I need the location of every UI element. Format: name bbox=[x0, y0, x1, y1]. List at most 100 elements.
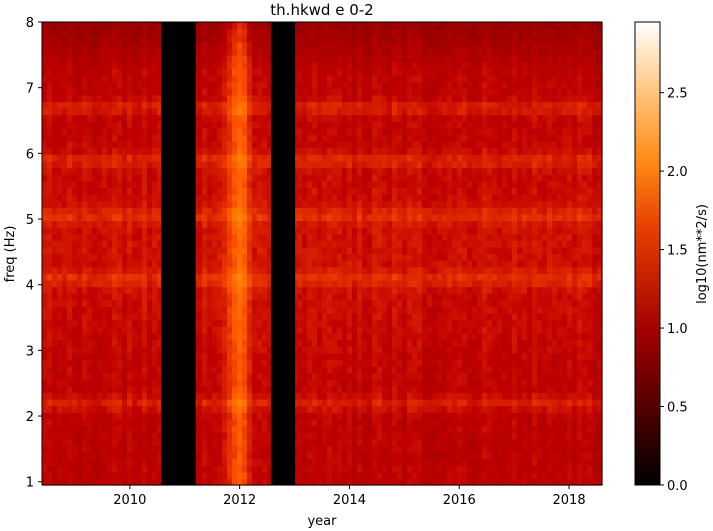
heatmap-cell bbox=[207, 412, 213, 420]
heatmap-cell bbox=[347, 286, 353, 294]
heatmap-cell bbox=[317, 266, 323, 274]
heatmap-cell bbox=[117, 101, 123, 109]
heatmap-cell bbox=[202, 240, 208, 248]
heatmap-cell bbox=[207, 260, 213, 268]
heatmap-cell bbox=[372, 438, 378, 446]
heatmap-cell bbox=[252, 107, 258, 116]
heatmap-cell bbox=[322, 114, 328, 122]
heatmap-cell bbox=[297, 359, 303, 367]
heatmap-cell bbox=[342, 372, 348, 380]
heatmap-cell bbox=[227, 266, 233, 274]
heatmap-cell bbox=[72, 55, 78, 63]
heatmap-cell bbox=[297, 346, 303, 354]
heatmap-cell bbox=[112, 279, 118, 288]
heatmap-cell bbox=[312, 167, 318, 175]
heatmap-cell bbox=[337, 180, 343, 188]
heatmap-cell bbox=[257, 41, 263, 50]
heatmap-cell bbox=[367, 160, 373, 169]
heatmap-cell bbox=[52, 174, 58, 182]
heatmap-cell bbox=[207, 88, 213, 96]
heatmap-cell bbox=[152, 193, 158, 202]
heatmap-cell bbox=[57, 207, 63, 215]
heatmap-cell bbox=[232, 359, 238, 367]
heatmap-cell bbox=[207, 471, 213, 479]
heatmap-cell bbox=[127, 299, 133, 308]
heatmap-cell bbox=[302, 399, 308, 407]
heatmap-cell bbox=[257, 319, 263, 327]
heatmap-cell bbox=[137, 55, 143, 63]
heatmap-cell bbox=[127, 273, 133, 281]
heatmap-cell bbox=[67, 399, 73, 407]
heatmap-cell bbox=[352, 465, 358, 473]
heatmap-cell bbox=[117, 233, 123, 241]
heatmap-cell bbox=[307, 121, 313, 129]
heatmap-cell bbox=[112, 68, 118, 76]
heatmap-cell bbox=[112, 233, 118, 241]
heatmap-cell bbox=[62, 220, 68, 228]
heatmap-cell bbox=[42, 160, 48, 169]
heatmap-cell bbox=[67, 313, 73, 321]
heatmap-cell bbox=[147, 412, 153, 420]
heatmap-cell bbox=[297, 471, 303, 479]
heatmap-cell bbox=[42, 88, 48, 96]
heatmap-cell bbox=[237, 405, 243, 413]
heatmap-cell bbox=[317, 451, 323, 460]
heatmap-cell bbox=[47, 28, 53, 36]
heatmap-cell bbox=[297, 147, 303, 155]
heatmap-cell bbox=[152, 260, 158, 268]
heatmap-cell bbox=[117, 279, 123, 288]
heatmap-cell bbox=[242, 372, 248, 380]
heatmap-cell bbox=[97, 471, 103, 479]
heatmap-cell bbox=[47, 286, 53, 294]
heatmap-cell bbox=[327, 392, 333, 400]
heatmap-cell bbox=[42, 306, 48, 314]
heatmap-cell bbox=[77, 240, 83, 248]
heatmap-cell bbox=[132, 438, 138, 446]
heatmap-cell bbox=[147, 101, 153, 109]
heatmap-cell bbox=[197, 107, 203, 116]
heatmap-cell bbox=[157, 154, 163, 162]
heatmap-cell bbox=[337, 319, 343, 327]
heatmap-cell bbox=[52, 253, 58, 261]
heatmap-cell bbox=[72, 114, 78, 122]
heatmap-cell bbox=[42, 107, 48, 116]
heatmap-cell bbox=[57, 35, 63, 43]
heatmap-cell bbox=[82, 471, 88, 479]
heatmap-cell bbox=[67, 141, 73, 149]
heatmap-cell bbox=[252, 41, 258, 50]
heatmap-cell bbox=[42, 359, 48, 367]
heatmap-cell bbox=[362, 28, 368, 36]
heatmap-cell bbox=[112, 266, 118, 274]
heatmap-cell bbox=[157, 253, 163, 261]
heatmap-cell bbox=[92, 332, 98, 341]
heatmap-cell bbox=[362, 246, 368, 255]
heatmap-cell bbox=[347, 412, 353, 420]
heatmap-cell bbox=[367, 432, 373, 440]
heatmap-cell bbox=[397, 319, 403, 327]
heatmap-cell bbox=[47, 326, 53, 334]
heatmap-cell bbox=[127, 385, 133, 393]
heatmap-cell bbox=[77, 352, 83, 360]
heatmap-cell bbox=[207, 332, 213, 341]
heatmap-cell bbox=[127, 438, 133, 446]
heatmap-cell bbox=[87, 253, 93, 261]
heatmap-cell bbox=[122, 399, 128, 407]
heatmap-cell bbox=[42, 379, 48, 387]
heatmap-cell bbox=[252, 385, 258, 393]
heatmap-cell bbox=[102, 246, 108, 255]
heatmap-cell bbox=[267, 101, 273, 109]
heatmap-cell bbox=[342, 28, 348, 36]
heatmap-cell bbox=[357, 379, 363, 387]
heatmap-cell bbox=[267, 134, 273, 142]
heatmap-cell bbox=[57, 365, 63, 374]
heatmap-cell bbox=[317, 425, 323, 433]
heatmap-cell bbox=[387, 319, 393, 327]
heatmap-cell bbox=[87, 418, 93, 427]
heatmap-cell bbox=[257, 207, 263, 215]
heatmap-cell bbox=[132, 147, 138, 155]
heatmap-cell bbox=[152, 451, 158, 460]
heatmap-cell bbox=[252, 134, 258, 142]
heatmap-cell bbox=[382, 339, 388, 347]
heatmap-cell bbox=[137, 385, 143, 393]
heatmap-cell bbox=[387, 326, 393, 334]
